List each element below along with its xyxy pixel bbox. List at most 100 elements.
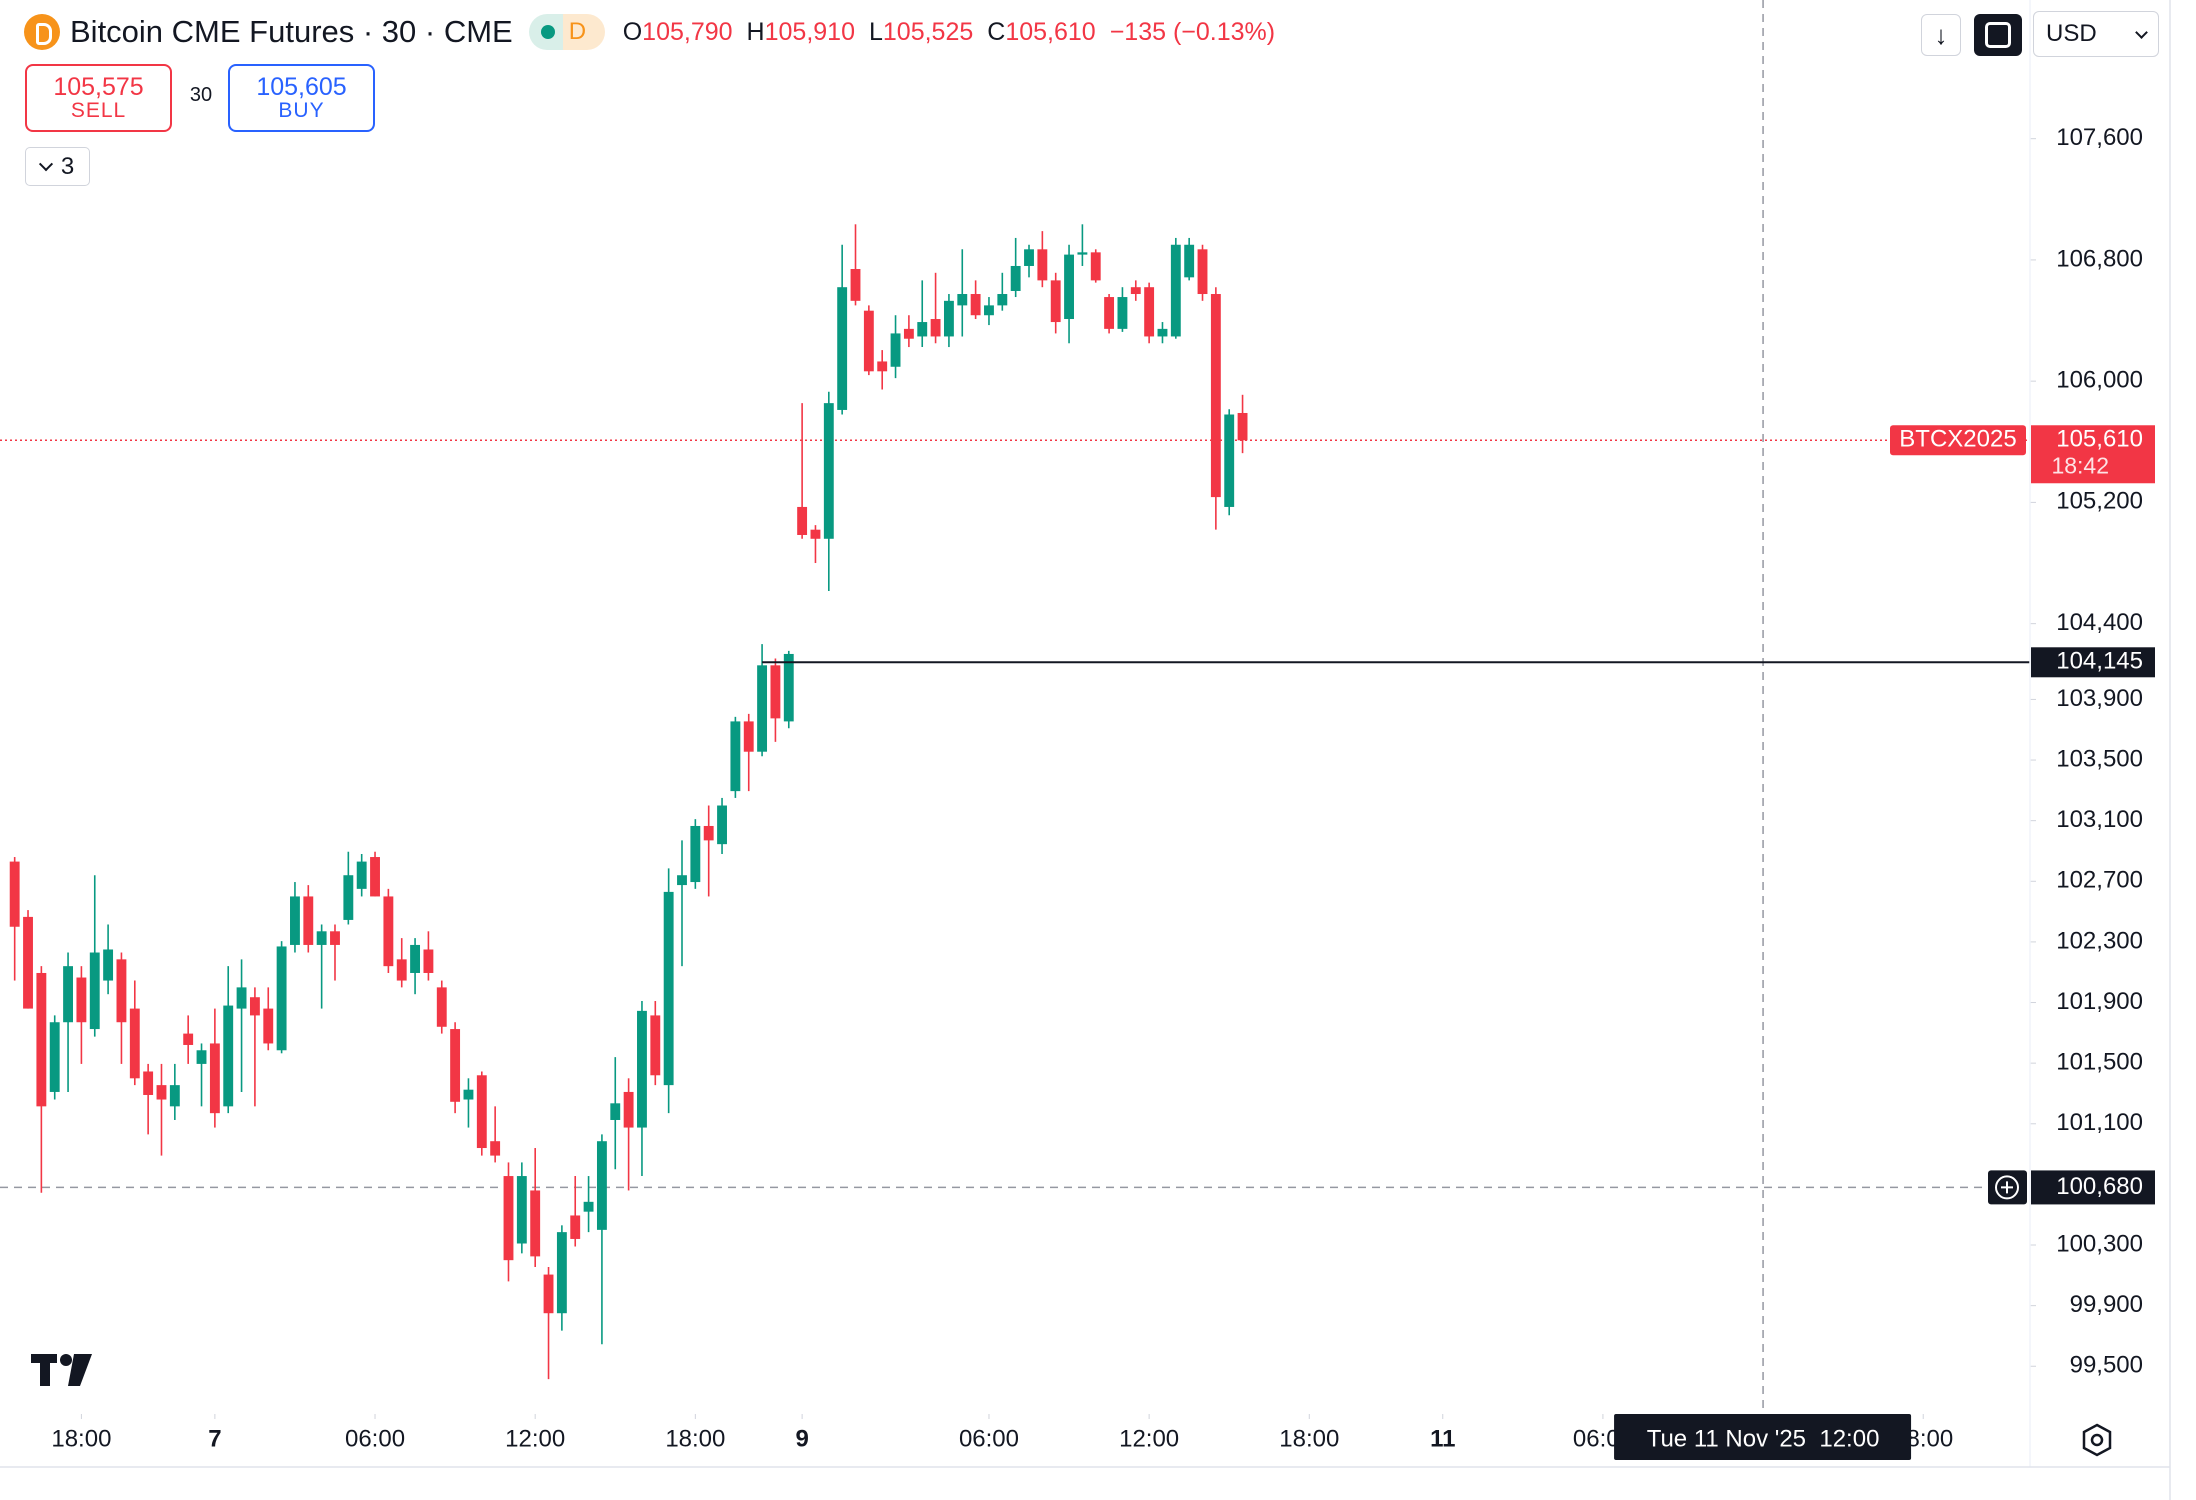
- legend-header: Bitcoin CME Futures · 30 · CME D O105,79…: [24, 10, 1275, 54]
- y-tick-label: 105,200: [2056, 488, 2143, 515]
- candle-body: [1010, 265, 1021, 291]
- ohlc-value: 105,610: [1005, 17, 1096, 46]
- candle-body: [316, 931, 327, 945]
- crosshair-x-label-bg: [1614, 1414, 1912, 1460]
- y-tick-label: 99,500: [2070, 1352, 2143, 1379]
- ohlc-value: 105,525: [882, 17, 974, 46]
- candle-body: [143, 1071, 154, 1095]
- candle-body: [1237, 412, 1248, 441]
- y-tick-label: 101,100: [2056, 1109, 2143, 1136]
- x-tick-label: 11: [1430, 1425, 1455, 1452]
- scroll-button[interactable]: ↓: [1921, 14, 1961, 56]
- candle-body: [1104, 297, 1115, 329]
- x-tick-label: 12:00: [1119, 1425, 1179, 1452]
- crosshair-y-label-bg: [2031, 1170, 2155, 1205]
- candle-body: [1117, 297, 1128, 329]
- candle-body: [1090, 252, 1101, 281]
- candle-body: [1144, 287, 1155, 337]
- candle-body: [583, 1201, 594, 1212]
- candle-body: [383, 896, 394, 967]
- indicators-toggle[interactable]: 3: [25, 147, 90, 186]
- candle-body: [543, 1274, 554, 1314]
- currency: USD: [2046, 20, 2097, 47]
- candle-body: [89, 952, 100, 1030]
- candle-body: [476, 1075, 487, 1149]
- x-tick-label: 18:00: [1279, 1425, 1339, 1452]
- candle-body: [810, 529, 821, 539]
- candle-body: [1224, 414, 1235, 507]
- candle-body: [743, 721, 754, 752]
- session: D: [568, 18, 587, 45]
- sell-button[interactable]: 105,575 SELL: [25, 64, 172, 132]
- candle-body: [303, 896, 314, 945]
- candle-body: [1064, 254, 1074, 320]
- candle-body: [1050, 280, 1061, 323]
- ohlc-value: 105,910: [764, 17, 855, 46]
- candle-body: [863, 310, 874, 372]
- sell-label: SELL: [70, 99, 127, 123]
- y-tick-label: 100,300: [2056, 1230, 2143, 1257]
- candle-body: [169, 1085, 180, 1107]
- x-tick-label: 18:00: [51, 1425, 111, 1452]
- candle-body: [436, 987, 447, 1027]
- candle-body: [370, 857, 380, 897]
- candle-body: [1037, 249, 1048, 281]
- candle-body: [156, 1085, 167, 1100]
- ohlc-value: 105,790: [642, 17, 733, 46]
- y-tick-label: 107,600: [2056, 124, 2143, 151]
- candle-body: [490, 1141, 501, 1156]
- change: −135 (−0.13%): [1109, 17, 1276, 46]
- candle-body: [783, 653, 794, 722]
- candle-body: [690, 825, 701, 883]
- candle-body: [343, 875, 354, 920]
- settings-icon[interactable]: [2082, 1423, 2112, 1457]
- crosshair-y-label: 100,680: [2056, 1173, 2143, 1200]
- candle-body: [1130, 287, 1141, 295]
- candle-body: [903, 328, 914, 339]
- x-tick-label: 18:00: [665, 1425, 725, 1452]
- candle-body: [623, 1091, 634, 1128]
- candle-body: [249, 997, 260, 1016]
- candle-body: [770, 665, 781, 719]
- candle-body: [596, 1141, 607, 1230]
- candle-body: [290, 896, 300, 945]
- candle-body: [450, 1029, 461, 1102]
- candle-body: [997, 294, 1008, 306]
- x-tick-label: 7: [208, 1425, 221, 1452]
- candle-body: [663, 891, 674, 1086]
- symbol-tag-bg: [1890, 425, 2026, 456]
- y-tick-label: 102,700: [2056, 867, 2143, 894]
- symbol-icon: [24, 14, 60, 50]
- crosshair-plus-cross: [2001, 1181, 2013, 1194]
- candle-body: [530, 1190, 541, 1257]
- symbol-title[interactable]: Bitcoin CME Futures · 30 · CME: [70, 14, 513, 49]
- candle-body: [797, 506, 808, 535]
- candle-body: [236, 987, 247, 1009]
- candle-body: [610, 1103, 621, 1120]
- candle-body: [423, 949, 434, 973]
- buy-button[interactable]: 105,605 BUY: [228, 64, 375, 132]
- x-tick-label: 12:00: [505, 1425, 565, 1452]
- last-price-bg: [2031, 425, 2155, 484]
- symbol-tag: BTCX2025: [1899, 426, 2016, 453]
- countdown: 18:42: [2051, 452, 2109, 478]
- candle-body: [23, 916, 33, 1009]
- horizontal-line-label-bg: [2031, 647, 2155, 678]
- candle-body: [650, 1015, 661, 1076]
- candle-body: [116, 959, 127, 1023]
- candle-body: [1170, 244, 1181, 337]
- ohlc-label: H: [746, 17, 765, 46]
- indicator-count: 3: [60, 152, 75, 180]
- session-pill[interactable]: D: [528, 14, 605, 50]
- candle-body: [1157, 328, 1168, 337]
- layout-button[interactable]: [1974, 14, 2022, 56]
- ohlc-low: L105,525: [869, 18, 973, 47]
- y-tick-label: 103,100: [2056, 806, 2143, 833]
- currency-select[interactable]: USD: [2033, 11, 2159, 57]
- x-tick-label: 06:00: [959, 1425, 1019, 1452]
- candle-body: [1077, 252, 1088, 255]
- crosshair-x-label: Tue 11 Nov '25 12:00: [1647, 1425, 1880, 1452]
- ohlc: O105,790 H105,910 L105,525 C105,610 −135…: [623, 18, 1275, 47]
